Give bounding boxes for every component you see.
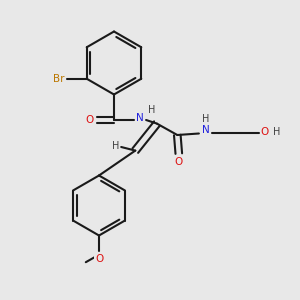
Text: H: H [148,105,156,116]
Text: H: H [112,141,119,151]
Text: H: H [273,127,280,137]
Text: O: O [175,157,183,167]
Text: O: O [85,115,93,125]
Text: O: O [261,127,269,137]
Text: Br: Br [53,74,64,84]
Text: N: N [202,125,209,135]
Text: O: O [95,254,103,264]
Text: H: H [202,114,209,124]
Text: N: N [136,113,144,124]
